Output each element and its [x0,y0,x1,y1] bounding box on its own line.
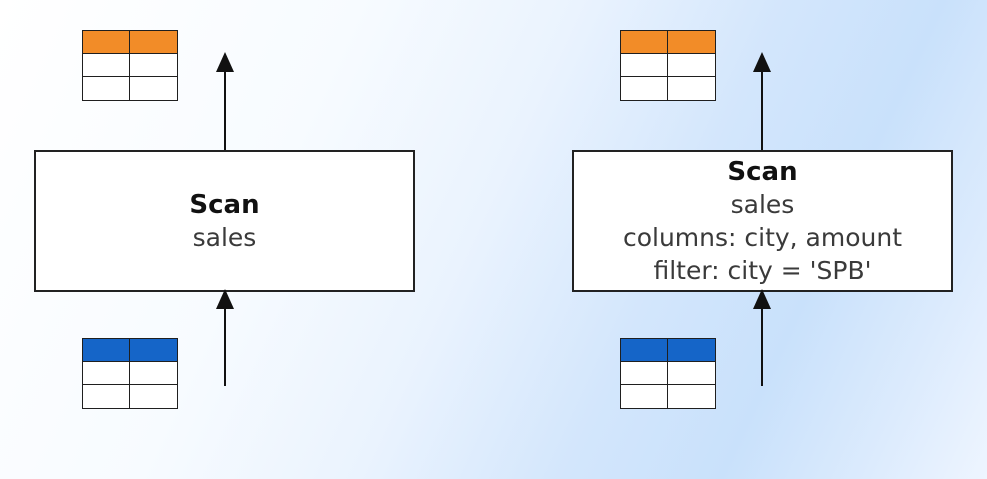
node-title: Scan [727,156,798,187]
output-table-cell [668,77,715,100]
input-table-cell [621,385,668,408]
output-table-header-cell [130,31,177,54]
input-arrow-up-icon [753,289,771,386]
node-columns-line: columns: city, amount [622,222,903,252]
input-table-cell [668,362,715,385]
output-table-cell [83,77,130,100]
output-table-icon [620,30,716,101]
output-table-cell [83,54,130,77]
input-table-cell [83,385,130,408]
scan-node-box: Scan sales [34,150,415,292]
input-table-header-cell [621,339,668,362]
input-table-header-cell [130,339,177,362]
node-table-name: sales [730,189,795,219]
node-filter-line: filter: city = 'SPB' [653,255,872,285]
output-table-header-cell [83,31,130,54]
input-table-header-cell [83,339,130,362]
input-arrow-up-icon [216,289,234,386]
output-table-cell [130,77,177,100]
output-arrow-up-icon [753,52,771,150]
output-table-cell [130,54,177,77]
input-table-icon [82,338,178,409]
input-table-cell [621,362,668,385]
output-arrow-up-icon [216,52,234,150]
output-table-header-cell [668,31,715,54]
input-table-header-cell [668,339,715,362]
output-table-cell [621,54,668,77]
output-table-cell [621,77,668,100]
input-table-cell [83,362,130,385]
output-table-header-cell [621,31,668,54]
node-table-name: sales [192,222,257,252]
input-table-cell [130,385,177,408]
input-table-cell [668,385,715,408]
node-title: Scan [189,189,260,220]
input-table-cell [130,362,177,385]
scan-diagram-pushdown: Scan sales columns: city, amount filter:… [493,0,986,479]
output-table-cell [668,54,715,77]
scan-diagram-basic: Scan sales [0,0,493,479]
scan-node-box: Scan sales columns: city, amount filter:… [572,150,953,292]
output-table-icon [82,30,178,101]
input-table-icon [620,338,716,409]
